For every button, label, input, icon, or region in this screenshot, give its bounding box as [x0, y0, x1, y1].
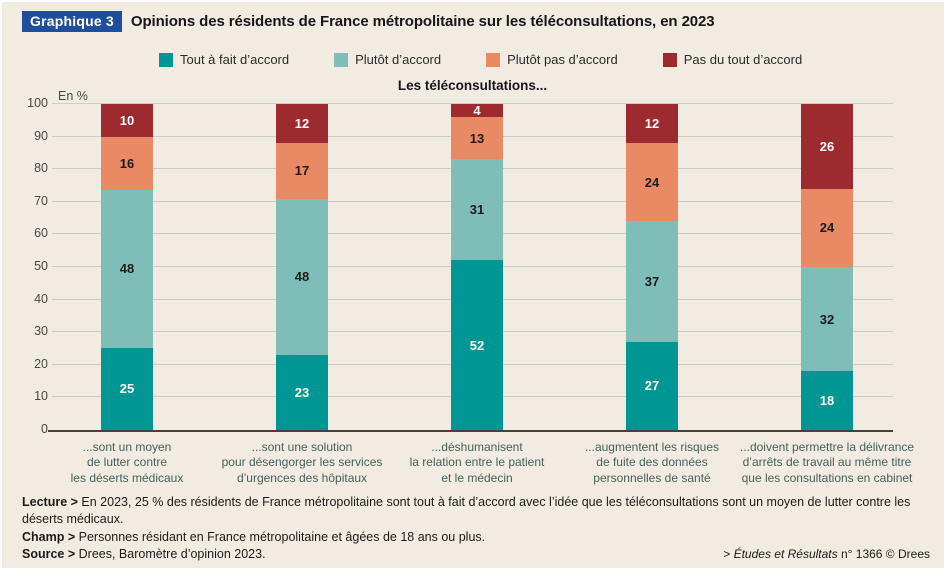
bar-segment: 25 [101, 347, 153, 430]
x-category-label: ...doivent permettre la délivrance d’arr… [739, 440, 915, 485]
x-category-label: ...sont une solution pour désengorger le… [221, 440, 383, 485]
y-tick-label: 0 [41, 422, 48, 436]
bar-segment: 17 [276, 143, 328, 199]
legend-swatch-icon [334, 52, 349, 67]
bar-segment: 52 [451, 260, 503, 430]
champ-note: Champ > Personnes résidant en France mét… [22, 529, 926, 546]
bar-value-label: 37 [644, 274, 660, 290]
stacked-bar: 27 37 24 12 [626, 104, 678, 430]
credit-prefix: > [723, 547, 734, 561]
page-title: Opinions des résidents de France métropo… [130, 13, 715, 30]
stacked-bar: 18 32 24 26 [801, 104, 853, 430]
y-tick-label: 50 [34, 259, 48, 273]
y-tick-label: 80 [34, 161, 48, 176]
bar-segment: 27 [626, 341, 678, 430]
bar-segment: 18 [801, 371, 853, 430]
x-category-label: ...déshumanisent la relation entre le pa… [409, 440, 545, 485]
credit-suffix: n° 1366 © Drees [837, 547, 930, 561]
legend-label: Tout à fait d’accord [180, 52, 290, 67]
stacked-bar: 23 48 17 12 [276, 104, 328, 430]
bar-segment: 23 [276, 355, 328, 430]
bar-value-label: 12 [644, 116, 660, 132]
legend-swatch-icon [662, 52, 677, 67]
bar-segment: 31 [451, 159, 503, 261]
lecture-label: Lecture > [22, 495, 78, 509]
bar-value-label: 16 [119, 155, 135, 171]
x-category-label: ...sont un moyen de lutter contre les dé… [70, 440, 184, 485]
y-tick-label: 60 [34, 226, 48, 241]
y-tick-label: 20 [34, 356, 48, 371]
bar-segment: 16 [101, 136, 153, 190]
bar-value-label: 48 [119, 261, 135, 277]
plot-area: 25 48 16 10 23 48 17 12 52 31 13 4 27 37 24 12 18 32 24 26 [48, 103, 893, 432]
lecture-note: Lecture > En 2023, 25 % des résidents de… [22, 494, 926, 529]
champ-label: Champ > [22, 529, 76, 544]
bar-value-label: 52 [469, 337, 485, 353]
bar-value-label: 10 [119, 113, 135, 128]
bar-segment: 24 [626, 143, 678, 222]
legend-label: Plutôt d’accord [355, 52, 442, 67]
source-text: Drees, Baromètre d’opinion 2023. [75, 546, 266, 561]
bar-value-label: 18 [819, 393, 835, 409]
legend-item: Plutôt d’accord [334, 52, 441, 67]
bar-segment: 32 [801, 267, 853, 372]
credit-journal-name: Études et Résultats [733, 547, 838, 561]
stacked-bar: 25 48 16 10 [101, 104, 153, 430]
y-tick-label: 40 [34, 291, 48, 306]
legend-label: Plutôt pas d’accord [507, 52, 618, 67]
bar-segment: 48 [276, 198, 328, 356]
x-category-label: ...augmentent les risques de fuite des d… [584, 440, 720, 485]
x-axis-line [48, 430, 893, 432]
legend-item: Tout à fait d’accord [159, 52, 289, 67]
legend-item: Plutôt pas d’accord [486, 52, 618, 67]
publication-credit: > Études et Résultats n° 1366 © Drees [723, 547, 930, 561]
y-tick-label: 90 [34, 128, 48, 143]
header: Graphique 3 Opinions des résidents de Fr… [22, 11, 715, 32]
bar-value-label: 4 [473, 103, 481, 119]
bar-value-label: 12 [294, 116, 310, 132]
gridline [52, 103, 893, 104]
legend-label: Pas du tout d’accord [683, 52, 803, 67]
bar-segment: 13 [451, 117, 503, 160]
y-tick-label: 70 [34, 193, 48, 208]
y-tick-label: 10 [34, 389, 48, 404]
legend-swatch-icon [159, 52, 173, 67]
bar-value-label: 23 [294, 385, 310, 401]
legend-swatch-icon [486, 52, 501, 67]
bar-segment: 12 [626, 104, 678, 144]
bar-value-label: 13 [469, 130, 485, 146]
bar-segment: 37 [626, 221, 678, 342]
bar-value-label: 27 [644, 378, 660, 394]
bar-value-label: 24 [819, 220, 835, 236]
legend-item: Pas du tout d’accord [662, 52, 803, 67]
y-axis-unit-label: En % [58, 89, 88, 103]
footer-notes: Lecture > En 2023, 25 % des résidents de… [22, 494, 926, 563]
bar-value-label: 31 [469, 202, 485, 218]
bar-value-label: 17 [294, 163, 310, 179]
bar-segment: 26 [801, 104, 853, 189]
bar-value-label: 32 [819, 311, 835, 327]
legend: Tout à fait d’accord Plutôt d’accord Plutô… [159, 52, 802, 67]
y-tick-label: 30 [34, 324, 48, 339]
bar-value-label: 25 [119, 381, 135, 397]
bar-segment: 12 [276, 104, 328, 144]
graph-number-badge: Graphique 3 [22, 11, 122, 32]
chart-subtitle: Les téléconsultations... [397, 78, 548, 93]
bar-segment: 4 [451, 103, 503, 119]
lecture-text: En 2023, 25 % des résidents de France mé… [22, 495, 911, 527]
y-tick-label: 100 [27, 96, 48, 110]
bar-value-label: 48 [294, 269, 310, 285]
champ-text: Personnes résidant en France métropolita… [75, 529, 486, 544]
source-label: Source > [22, 546, 76, 561]
bar-segment: 10 [101, 104, 153, 137]
source-note: Source > Drees, Baromètre d’opinion 2023… [22, 546, 926, 563]
bar-segment: 24 [801, 188, 853, 268]
bar-segment: 48 [101, 189, 153, 348]
stacked-bar: 52 31 13 4 [451, 104, 503, 430]
bar-value-label: 26 [819, 138, 835, 154]
bar-value-label: 24 [644, 174, 660, 190]
